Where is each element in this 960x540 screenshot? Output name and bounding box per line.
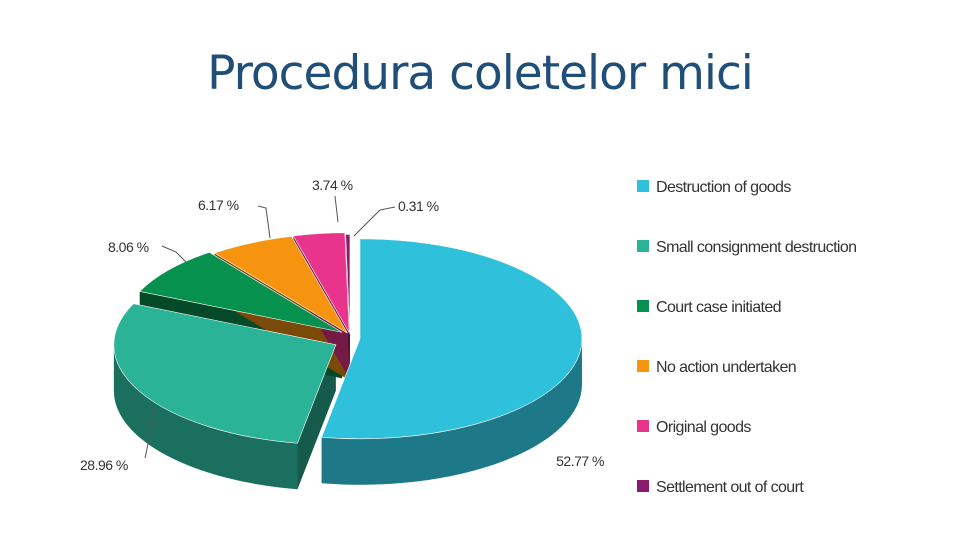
legend-swatch-1 — [637, 240, 649, 252]
legend-label-4: Original goods — [656, 419, 751, 436]
legend-label-3: No action undertaken — [656, 359, 796, 376]
leader-line-1 — [144, 409, 156, 459]
slice-value-label-0: 52.77 % — [556, 453, 604, 469]
pie-labels: 52.77 % 28.96 % 8.06 % 6.17 % 3.74 % 0.31 % — [80, 177, 605, 473]
pie-tops — [113, 232, 583, 444]
slice-value-label-2: 8.06 % — [108, 239, 149, 255]
slice-value-label-5: 0.31 % — [398, 198, 439, 214]
pie-side-1 — [113, 344, 298, 490]
legend: Destruction of goods Small consignment de… — [637, 179, 857, 496]
leader-line-5 — [353, 206, 396, 237]
leader-line-2 — [161, 245, 187, 263]
legend-swatch-3 — [637, 360, 649, 372]
slice-value-label-3: 6.17 % — [198, 197, 239, 213]
pie-slice-settlement-out-of-court — [345, 234, 351, 335]
slice-value-label-4: 3.74 % — [312, 177, 353, 193]
pie-slice-small-consignment-destruction — [113, 303, 337, 444]
leader-line-4 — [334, 195, 339, 223]
legend-swatch-0 — [637, 180, 649, 192]
legend-label-5: Settlement out of court — [656, 479, 804, 496]
pie-side-0 — [321, 338, 582, 485]
pie-slice-destruction-of-goods — [321, 238, 583, 440]
pie-face-1 — [297, 344, 336, 490]
legend-label-2: Court case initiated — [656, 299, 781, 316]
legend-swatch-4 — [637, 420, 649, 432]
pie-slice-original-goods — [292, 232, 350, 333]
legend-label-0: Destruction of goods — [656, 179, 791, 196]
slice-value-label-1: 28.96 % — [80, 457, 128, 473]
leader-line-3 — [257, 205, 271, 239]
legend-swatch-2 — [637, 300, 649, 312]
legend-label-1: Small consignment destruction — [656, 239, 856, 256]
slide-title: Procedura coletelor mici — [207, 46, 754, 101]
pie-slice-court-case-initiated — [139, 251, 343, 333]
pie-slice-no-action-undertaken — [213, 236, 348, 334]
legend-swatch-5 — [637, 480, 649, 492]
